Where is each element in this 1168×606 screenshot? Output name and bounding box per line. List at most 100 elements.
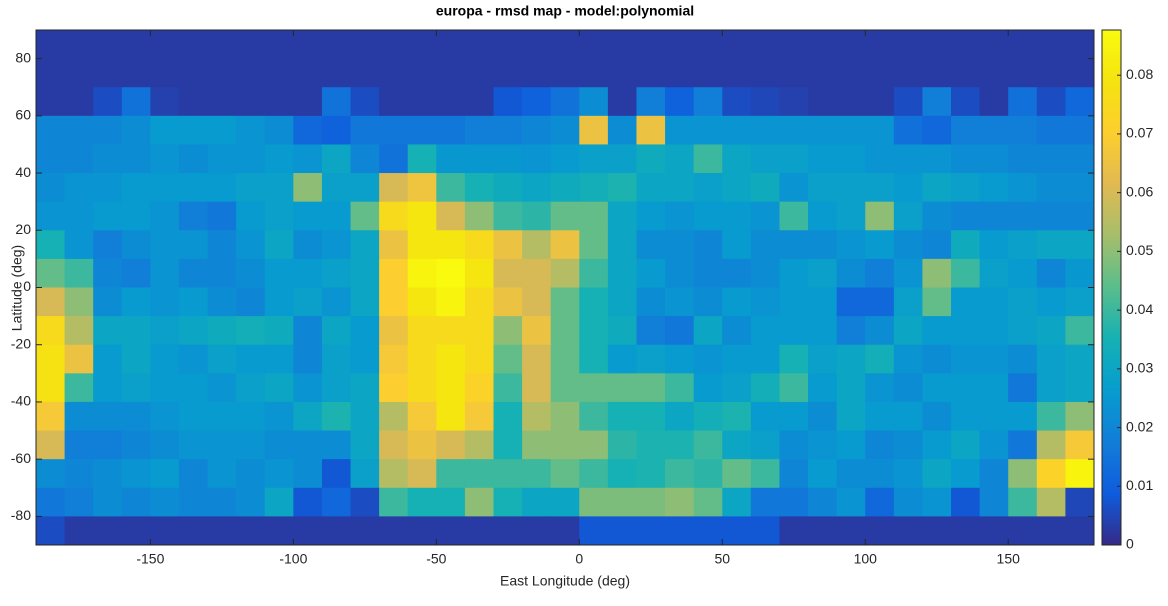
heatmap-cell: [178, 373, 209, 403]
heatmap-cell: [579, 144, 609, 174]
heatmap-cell: [1008, 344, 1038, 374]
heatmap-cell: [750, 344, 780, 374]
heatmap-cell: [178, 459, 209, 489]
heatmap-cell: [779, 401, 809, 432]
heatmap-cell: [36, 287, 66, 317]
heatmap-cell: [178, 287, 209, 317]
heatmap-cell: [493, 287, 523, 317]
y-tick-label: -40: [11, 393, 31, 409]
heatmap-cell: [350, 401, 380, 432]
heatmap-cell: [550, 487, 580, 517]
heatmap-cell: [865, 516, 895, 546]
heatmap-cell: [1008, 115, 1038, 145]
heatmap-cell: [264, 258, 294, 288]
heatmap-cell: [922, 115, 952, 145]
heatmap-cell: [150, 373, 180, 403]
heatmap-cell: [236, 30, 266, 60]
heatmap-cell: [493, 516, 523, 546]
heatmap-cell: [436, 87, 466, 117]
heatmap-cell: [979, 459, 1009, 489]
heatmap-cell: [407, 430, 437, 460]
heatmap-cell: [64, 373, 94, 403]
heatmap-cell: [36, 87, 66, 117]
heatmap-cell: [722, 115, 752, 145]
heatmap-cell: [522, 30, 552, 60]
heatmap-cell: [750, 316, 780, 346]
colorbar-tick-label: 0.03: [1126, 360, 1153, 376]
heatmap-cell: [264, 316, 294, 346]
colorbar-tick-label: 0: [1126, 536, 1134, 552]
heatmap-cell: [579, 287, 609, 317]
heatmap-cell: [321, 258, 352, 288]
heatmap-cell: [1065, 30, 1095, 60]
heatmap-cell: [865, 230, 895, 260]
heatmap-cell: [808, 373, 838, 403]
heatmap-cell: [407, 316, 437, 346]
heatmap-cell: [665, 115, 695, 145]
heatmap-cell: [178, 173, 209, 203]
heatmap-cell: [64, 516, 94, 546]
heatmap-cell: [93, 516, 123, 546]
heatmap-cell: [236, 287, 266, 317]
heatmap-cell: [407, 58, 437, 88]
heatmap-cell: [207, 87, 237, 117]
heatmap-cell: [493, 30, 523, 60]
heatmap-cell: [779, 115, 809, 145]
heatmap-cell: [607, 459, 637, 489]
heatmap-cell: [665, 401, 695, 432]
heatmap-cell: [178, 401, 209, 432]
heatmap-cell: [350, 487, 380, 517]
heatmap-cell: [93, 201, 123, 231]
heatmap-cell: [779, 144, 809, 174]
heatmap-cell: [951, 115, 981, 145]
heatmap-cell: [379, 287, 409, 317]
heatmap-cell: [121, 30, 151, 60]
heatmap-cell: [207, 401, 237, 432]
heatmap-cell: [951, 201, 981, 231]
heatmap-cell: [321, 344, 352, 374]
heatmap-cell: [64, 316, 94, 346]
heatmap-cell: [893, 316, 923, 346]
heatmap-cell: [779, 516, 809, 546]
heatmap-cell: [436, 401, 466, 432]
heatmap-cell: [264, 516, 294, 546]
heatmap-cell: [636, 230, 666, 260]
heatmap-cell: [64, 30, 94, 60]
heatmap-cell: [93, 173, 123, 203]
heatmap-cell: [922, 201, 952, 231]
heatmap-cell: [636, 316, 666, 346]
heatmap-cell: [979, 344, 1009, 374]
heatmap-cell: [665, 30, 695, 60]
heatmap-cell: [865, 173, 895, 203]
heatmap-cell: [264, 87, 294, 117]
y-tick-label: 0: [23, 278, 31, 294]
heatmap-cell: [693, 516, 723, 546]
heatmap-cell: [808, 316, 838, 346]
heatmap-cell: [293, 173, 323, 203]
heatmap-cell: [464, 516, 495, 546]
heatmap-cell: [36, 30, 66, 60]
heatmap-cell: [150, 344, 180, 374]
heatmap-cell: [64, 287, 94, 317]
heatmap-cell: [1036, 87, 1066, 117]
heatmap-cell: [1036, 487, 1066, 517]
heatmap-cell: [178, 430, 209, 460]
heatmap-cell: [1008, 516, 1038, 546]
y-tick-label: -60: [11, 450, 31, 466]
heatmap-cell: [350, 344, 380, 374]
heatmap-cell: [665, 87, 695, 117]
heatmap-cell: [150, 287, 180, 317]
heatmap-cell: [779, 230, 809, 260]
heatmap-cell: [893, 487, 923, 517]
heatmap-cell: [321, 316, 352, 346]
heatmap-cell: [293, 487, 323, 517]
heatmap-cell: [1036, 287, 1066, 317]
heatmap-cell: [207, 459, 237, 489]
heatmap-cell: [407, 344, 437, 374]
heatmap-cell: [836, 258, 866, 288]
heatmap-cell: [779, 201, 809, 231]
heatmap-cell: [207, 373, 237, 403]
heatmap-cell: [121, 115, 151, 145]
heatmap-cell: [893, 401, 923, 432]
heatmap-cell: [1008, 30, 1038, 60]
